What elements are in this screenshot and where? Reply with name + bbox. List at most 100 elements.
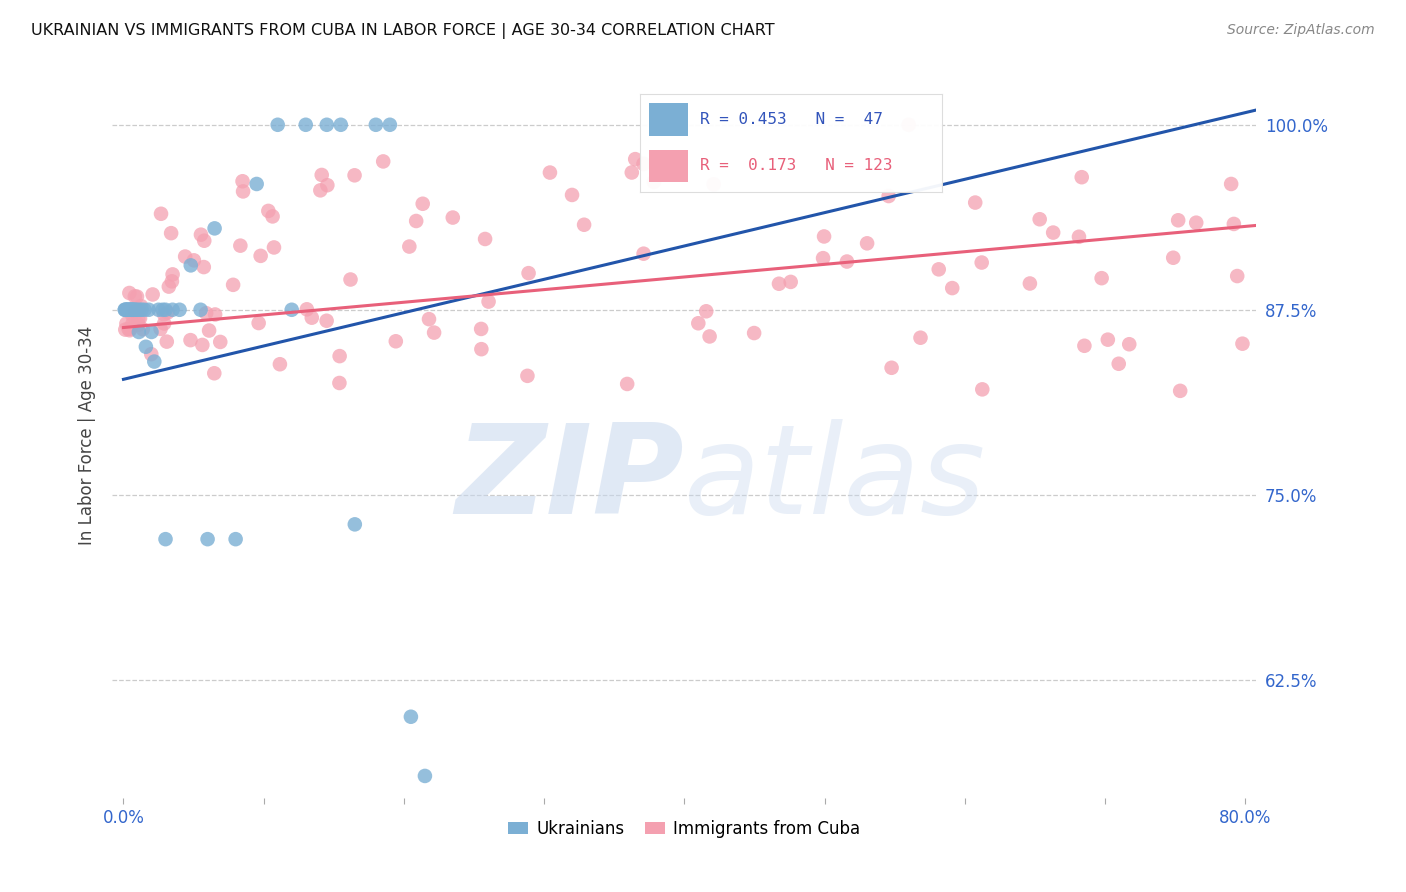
Point	[280, 302, 302, 317]
Point	[149, 322, 172, 336]
Point	[688, 316, 710, 330]
Point	[120, 302, 142, 317]
Point	[124, 302, 146, 317]
Point	[118, 285, 141, 300]
Point	[125, 289, 148, 303]
Point	[378, 118, 401, 132]
Point	[124, 304, 146, 318]
Point	[779, 275, 801, 289]
Text: Source: ZipAtlas.com: Source: ZipAtlas.com	[1227, 23, 1375, 37]
Point	[197, 532, 219, 546]
Point	[813, 229, 835, 244]
Point	[1091, 271, 1114, 285]
Point	[561, 188, 583, 202]
Point	[470, 342, 492, 356]
Point	[633, 246, 655, 260]
Text: R =  0.173   N = 123: R = 0.173 N = 123	[700, 158, 893, 173]
Point	[699, 329, 721, 343]
Point	[117, 322, 139, 336]
Point	[118, 323, 141, 337]
Point	[128, 303, 150, 318]
FancyBboxPatch shape	[648, 150, 688, 182]
Point	[121, 302, 143, 317]
Point	[247, 316, 270, 330]
Point	[970, 255, 993, 269]
Point	[695, 304, 717, 318]
Text: atlas: atlas	[685, 418, 987, 540]
Point	[880, 360, 903, 375]
Point	[474, 232, 496, 246]
Point	[768, 277, 790, 291]
Point	[620, 165, 643, 179]
Point	[134, 302, 156, 317]
Point	[209, 334, 232, 349]
Point	[364, 118, 387, 132]
Point	[190, 227, 212, 242]
Point	[125, 302, 148, 317]
Point	[202, 366, 225, 380]
Point	[517, 266, 540, 280]
Point	[120, 302, 142, 317]
Point	[125, 304, 148, 318]
Point	[138, 302, 160, 317]
Point	[122, 302, 145, 317]
Point	[117, 302, 139, 317]
Point	[150, 207, 173, 221]
Point	[141, 325, 163, 339]
Point	[156, 334, 179, 349]
Point	[1108, 357, 1130, 371]
Point	[120, 322, 142, 336]
Point	[195, 306, 218, 320]
Point	[1118, 337, 1140, 351]
Point	[118, 302, 141, 317]
Point	[117, 302, 139, 317]
Point	[121, 302, 143, 317]
Text: R = 0.453   N =  47: R = 0.453 N = 47	[700, 112, 883, 128]
Point	[315, 118, 337, 132]
Point	[121, 308, 143, 322]
Point	[124, 289, 146, 303]
Point	[267, 118, 290, 132]
Point	[157, 279, 180, 293]
Point	[1067, 229, 1090, 244]
Point	[128, 318, 150, 332]
Point	[204, 221, 226, 235]
Point	[269, 357, 291, 371]
Point	[1161, 251, 1184, 265]
Point	[856, 236, 879, 251]
Point	[135, 340, 157, 354]
Point	[624, 152, 647, 166]
Point	[972, 382, 994, 396]
Point	[180, 333, 202, 347]
Point	[423, 326, 446, 340]
Point	[191, 338, 214, 352]
Point	[162, 302, 184, 317]
Point	[229, 238, 252, 252]
Point	[128, 325, 150, 339]
Point	[385, 334, 408, 349]
FancyBboxPatch shape	[648, 103, 688, 136]
Point	[141, 347, 163, 361]
Point	[301, 310, 323, 325]
Point	[131, 302, 153, 317]
Point	[225, 532, 247, 546]
Point	[114, 302, 136, 317]
Point	[343, 517, 366, 532]
Point	[257, 203, 280, 218]
Point	[329, 349, 352, 363]
Point	[311, 168, 333, 182]
Point	[127, 302, 149, 317]
Point	[928, 262, 950, 277]
Point	[316, 178, 339, 193]
Point	[1073, 339, 1095, 353]
Point	[1167, 213, 1189, 227]
Point	[152, 302, 174, 317]
Point	[742, 326, 765, 340]
Point	[148, 302, 170, 317]
Point	[190, 302, 212, 317]
Legend: Ukrainians, Immigrants from Cuba: Ukrainians, Immigrants from Cuba	[502, 813, 868, 844]
Point	[1042, 226, 1064, 240]
Point	[315, 314, 337, 328]
Point	[835, 254, 858, 268]
Point	[1168, 384, 1191, 398]
